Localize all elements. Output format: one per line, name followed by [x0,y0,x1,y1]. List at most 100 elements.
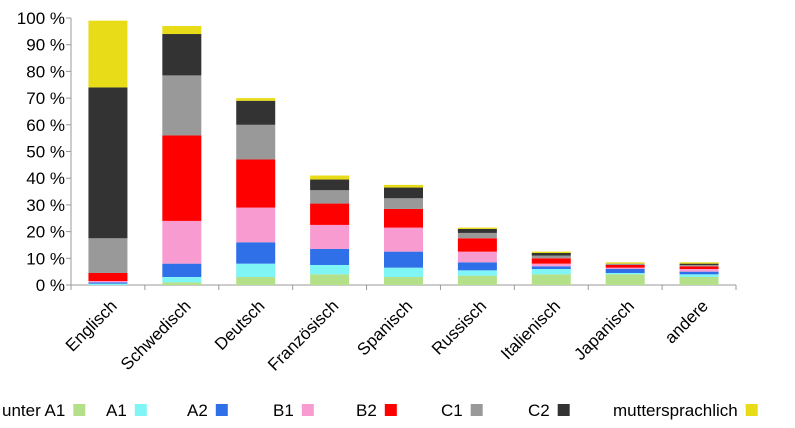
bar-segment [310,175,350,180]
bar-segment [457,270,497,276]
bar-segment [679,274,719,277]
y-tick-label: 70 % [26,89,65,108]
bar-segment [605,264,645,268]
bar-segment [236,207,276,243]
bar-segment [88,20,128,88]
bar-segment [605,262,645,264]
y-tick-label: 0 % [36,276,65,295]
x-tick-label: Italienisch [497,296,564,363]
y-tick-label: 100 % [17,9,65,28]
bar-segment [310,264,350,275]
legend-label: unter A1 [2,401,65,420]
bar-segment [457,228,497,233]
bar-segment [679,262,719,264]
bar-segment [679,276,719,285]
bar-segment [531,251,571,253]
bar-segment [162,75,202,136]
legend-swatch [301,404,314,416]
y-tick-label: 90 % [26,36,65,55]
bar-segment [531,258,571,264]
legend-label: C1 [441,401,463,420]
x-tick-label: andere [661,296,712,347]
x-tick-label: Französisch [264,296,342,374]
legend-swatch [384,404,397,416]
bar-segment [310,274,350,285]
bar-segment [236,100,276,125]
bar-segment [310,248,350,265]
y-tick-label: 50 % [26,143,65,162]
bar-segment [384,227,423,252]
bar-segment [679,268,719,272]
bar-segment [88,87,128,239]
bar-segment [605,274,645,285]
legend-label: A1 [106,401,127,420]
legend-swatch [215,404,228,416]
legend-label: A2 [187,401,208,420]
bar-segment [88,281,128,283]
bar-segment [531,252,571,256]
bar-segment [605,267,645,269]
x-tick-label: Schwedisch [117,296,195,374]
legend-label: C2 [528,401,550,420]
bar-segment [384,267,423,277]
bar-segment [384,187,423,199]
bar-segment [236,124,276,160]
bar-segment [310,190,350,204]
bar-segment [162,135,202,221]
bar-segment [531,255,571,259]
bar-segment [310,224,350,249]
bar-segment [236,98,276,101]
bar-segment [162,26,202,35]
bar-segment [457,262,497,271]
bar-segment [605,272,645,275]
x-tick-label: Spanisch [353,296,416,359]
x-tick-label: Russisch [428,296,490,358]
bar-segment [384,276,423,285]
bar-segment [457,251,497,263]
bar-segment [310,179,350,191]
legend-swatch [73,404,86,416]
bar-segment [236,276,276,285]
bar-segment [88,272,128,281]
legend-swatch [557,404,570,416]
legend-swatch [470,404,483,416]
bar-segment [384,198,423,209]
bar-segment [531,266,571,269]
legend-swatch [134,404,147,416]
bar-segment [384,184,423,188]
bar-segment [236,242,276,264]
bar-segment [162,263,202,277]
legend-swatch [745,404,758,416]
bar-segment [457,238,497,252]
bar-segment [457,275,497,285]
bar-segment [236,159,276,208]
bar-segment [605,263,645,265]
bar-segment [531,274,571,285]
bar-segment [605,268,645,273]
bar-segment [310,203,350,225]
x-tick-label: Japanisch [570,296,638,364]
x-tick-label: Deutsch [211,296,269,354]
bar-segment [457,227,497,229]
legend-label: B2 [356,401,377,420]
bar-segment [162,276,202,283]
bar-segment [679,271,719,275]
bar-segment [162,282,202,285]
y-tick-label: 60 % [26,116,65,135]
bar-segment [384,251,423,268]
bar-segment [88,238,128,273]
x-tick-label: Englisch [62,296,121,355]
legend-label: B1 [273,401,294,420]
bar-segment [679,266,719,269]
bar-segment [162,220,202,264]
y-tick-label: 30 % [26,196,65,215]
bar-segment [457,232,497,239]
bar-segment [162,34,202,76]
bar-segment [531,268,571,275]
y-tick-label: 20 % [26,223,65,242]
y-tick-label: 40 % [26,169,65,188]
bar-segment [531,263,571,267]
bar-segment [88,283,128,285]
